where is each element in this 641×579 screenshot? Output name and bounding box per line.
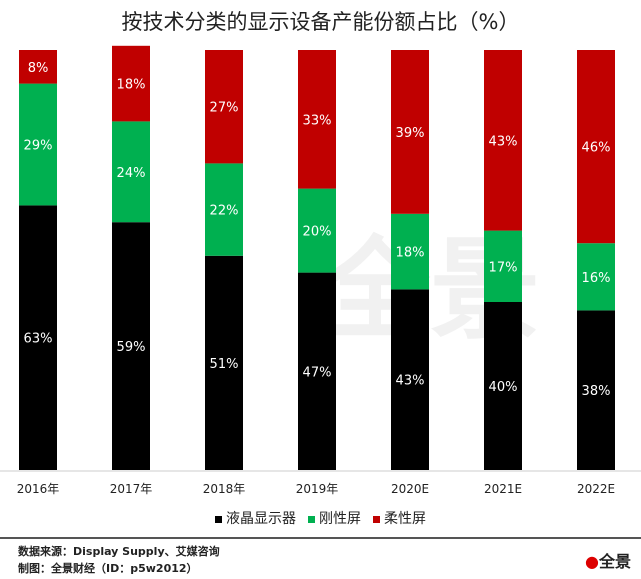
bar-segment bbox=[577, 243, 615, 311]
data-label: 51% bbox=[210, 357, 239, 372]
bar-segment bbox=[205, 163, 243, 256]
data-label: 63% bbox=[24, 332, 53, 347]
data-label: 8% bbox=[28, 61, 49, 76]
data-label: 43% bbox=[396, 374, 425, 389]
x-tick-label: 2021E bbox=[484, 482, 522, 496]
legend-label: 柔性屏 bbox=[384, 511, 426, 527]
bar-segment bbox=[391, 289, 429, 470]
data-label: 24% bbox=[117, 166, 146, 181]
legend-item: 液晶显示器 bbox=[215, 511, 296, 527]
data-label: 22% bbox=[210, 204, 239, 219]
legend-swatch bbox=[215, 515, 222, 523]
bar-segment bbox=[484, 230, 522, 302]
legend-item: 柔性屏 bbox=[373, 511, 426, 527]
bar-segment bbox=[19, 83, 57, 206]
legend-swatch bbox=[308, 515, 315, 523]
data-label: 33% bbox=[303, 113, 332, 128]
bar-segment bbox=[577, 310, 615, 470]
bar-segment bbox=[112, 45, 150, 122]
x-tick-label: 2018年 bbox=[203, 482, 246, 496]
data-label: 46% bbox=[582, 141, 611, 156]
data-label: 17% bbox=[489, 260, 518, 275]
data-label: 18% bbox=[117, 78, 146, 93]
bar-segment bbox=[484, 50, 522, 231]
legend-item: 刚性屏 bbox=[308, 511, 361, 527]
data-label: 47% bbox=[303, 365, 332, 380]
bar-segment bbox=[205, 50, 243, 164]
x-tick-label: 2016年 bbox=[17, 482, 60, 496]
data-label: 59% bbox=[117, 340, 146, 355]
bar-segment bbox=[112, 222, 150, 470]
data-label: 39% bbox=[396, 126, 425, 141]
chart-plot: 63% 29% 8% 2016年 59% 24% 18% 2017年 51% 22% 27% 2018… bbox=[0, 45, 641, 496]
legend: 液晶显示器 刚性屏 柔性屏 bbox=[0, 508, 641, 528]
bar-segment bbox=[391, 50, 429, 214]
source-note: 数据来源：Display Supply、艾媒咨询 bbox=[18, 545, 220, 558]
bar-segment bbox=[577, 50, 615, 244]
bar-segment bbox=[298, 188, 336, 273]
logo: ●全景 bbox=[585, 552, 631, 571]
data-label: 38% bbox=[582, 384, 611, 399]
credit-note: 制图：全景财经（ID：p5w2012） bbox=[18, 562, 198, 575]
bar-segment bbox=[205, 255, 243, 470]
data-label: 43% bbox=[489, 134, 518, 149]
x-tick-label: 2020E bbox=[391, 482, 429, 496]
x-tick-label: 2022E bbox=[577, 482, 615, 496]
data-label: 16% bbox=[582, 271, 611, 286]
legend-label: 液晶显示器 bbox=[226, 511, 296, 527]
data-label: 40% bbox=[489, 380, 518, 395]
legend-label: 刚性屏 bbox=[319, 511, 361, 527]
bar-segment bbox=[19, 50, 57, 84]
bar-segment bbox=[298, 50, 336, 189]
footer-divider bbox=[0, 537, 641, 539]
x-tick-label: 2019年 bbox=[296, 482, 339, 496]
bar-segment bbox=[484, 302, 522, 470]
bar-segment bbox=[19, 205, 57, 470]
bar-segment bbox=[112, 121, 150, 223]
data-label: 20% bbox=[303, 225, 332, 240]
data-label: 27% bbox=[210, 101, 239, 116]
data-label: 18% bbox=[396, 246, 425, 261]
x-tick-label: 2017年 bbox=[110, 482, 153, 496]
bar-segment bbox=[391, 213, 429, 290]
legend-swatch bbox=[373, 515, 380, 523]
bar-segment bbox=[298, 272, 336, 470]
chart-title: 按技术分类的显示设备产能份额占比（%） bbox=[121, 10, 520, 34]
data-label: 29% bbox=[24, 139, 53, 154]
